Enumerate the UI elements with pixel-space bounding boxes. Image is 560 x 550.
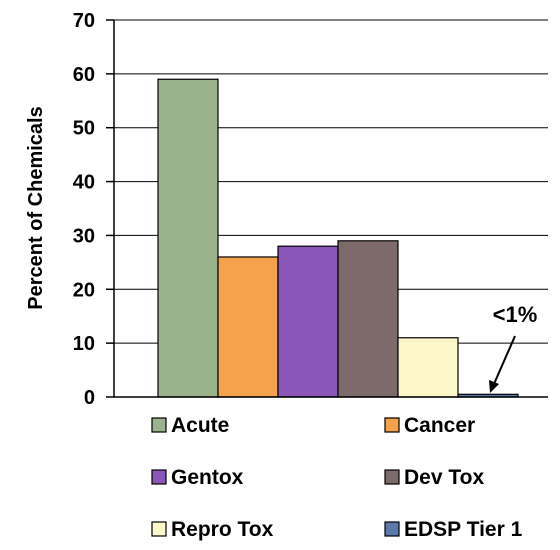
legend-label: EDSP Tier 1 [404, 518, 523, 541]
legend-swatch [384, 469, 400, 485]
legend-swatch [384, 521, 400, 537]
annotation-arrowhead [489, 380, 499, 393]
legend: Acute Cancer Gentox Dev Tox Repro Tox EDSP Ti… [151, 414, 523, 541]
bar-repro-tox [397, 337, 459, 398]
legend-label: Gentox [171, 466, 244, 489]
annotation: <1% [489, 302, 537, 393]
legend-label: Acute [171, 414, 229, 437]
legend-swatch [151, 521, 167, 537]
bar-gentox [277, 245, 339, 398]
y-tick-label: 50 [73, 118, 95, 140]
bar-dev-tox [337, 240, 399, 398]
legend-swatch [384, 417, 400, 433]
bar-cancer [217, 256, 279, 398]
y-axis-title: Percent of Chemicals [25, 106, 47, 309]
y-tick-label: 30 [73, 225, 95, 247]
y-tick-label: 60 [73, 64, 95, 86]
bar-acute [157, 78, 219, 398]
annotation-label: <1% [493, 302, 538, 327]
legend-swatch [151, 469, 167, 485]
legend-label: Cancer [404, 414, 475, 437]
annotation-arrow [493, 335, 516, 385]
legend-label: Dev Tox [404, 466, 484, 489]
y-tick-label: 0 [84, 387, 95, 409]
axes [113, 20, 548, 398]
bars [157, 78, 519, 398]
y-tick-label: 40 [73, 172, 95, 194]
legend-label: Repro Tox [171, 518, 274, 541]
y-tick-label: 10 [73, 333, 95, 355]
y-tick-label: 20 [73, 279, 95, 301]
y-tick-labels: 0 10 20 30 40 50 60 70 [73, 10, 114, 409]
legend-swatch [151, 417, 167, 433]
y-tick-label: 70 [73, 10, 95, 32]
